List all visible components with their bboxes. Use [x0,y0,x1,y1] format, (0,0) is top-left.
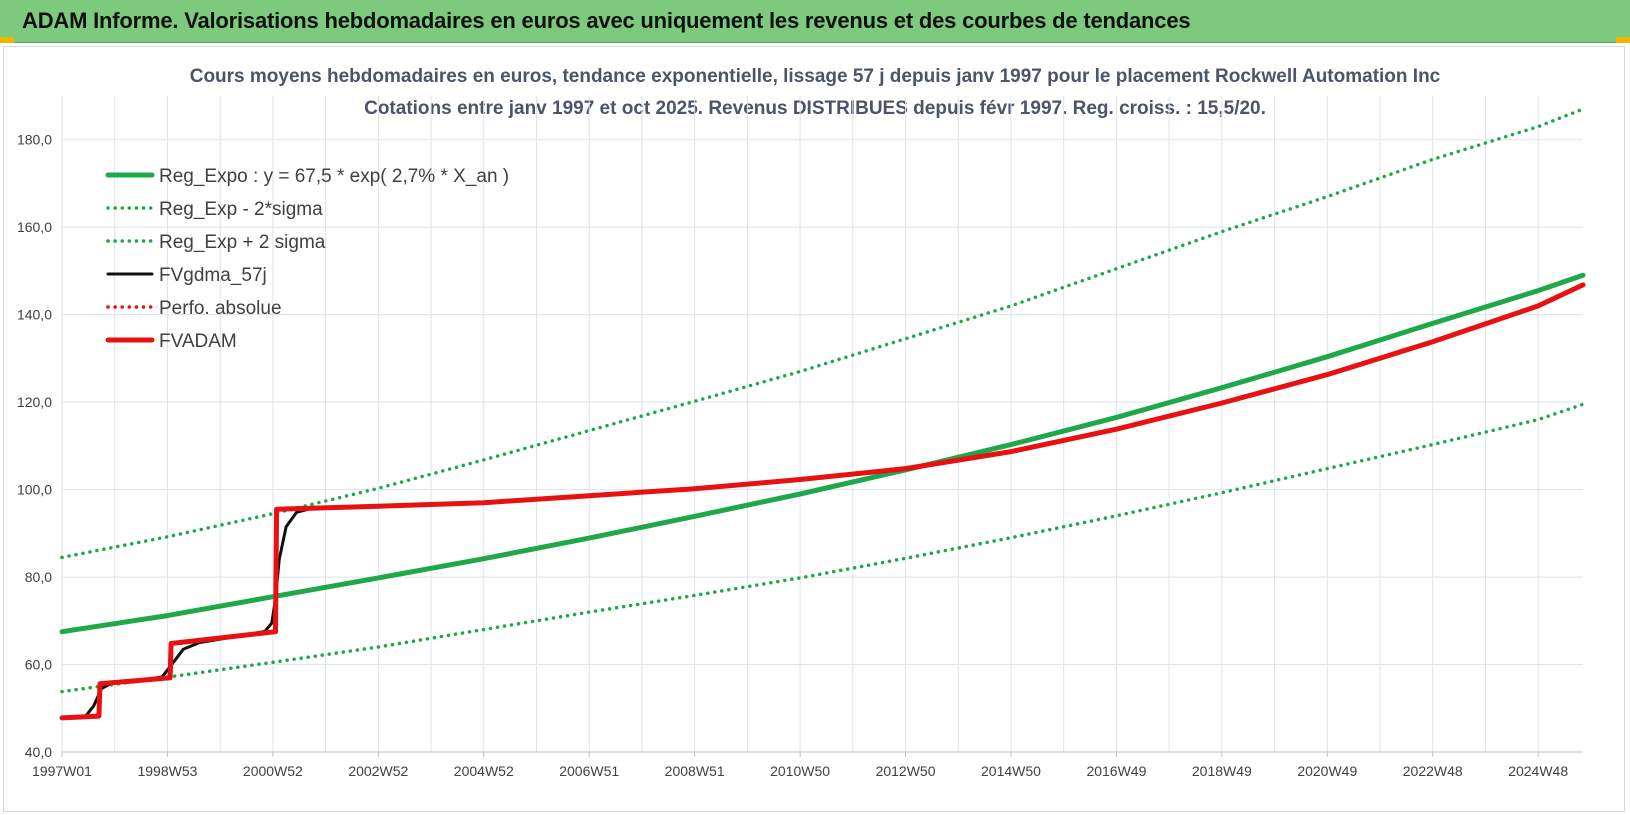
x-tick-label: 2004W52 [454,763,514,779]
x-tick-label: 2014W50 [981,763,1041,779]
axis-layer: 40,0 60,0 80,0 100,0 120,0 140,0 160,0 180,0 199… [17,132,1583,779]
series-line-5 [59,282,1586,721]
y-tick-label: 140,0 [17,307,52,323]
x-tick-label: 2020W49 [1297,763,1357,779]
x-tick-label: 2024W48 [1508,763,1568,779]
legend-label: Reg_Exp - 2*sigma [159,199,323,220]
corner-marker-right [1616,37,1630,43]
y-tick-label: 40,0 [25,744,52,760]
series-line-1 [60,402,1585,694]
grid-layer [61,96,1583,753]
x-tick-label: 2002W52 [348,763,408,779]
series-line-2 [60,107,1585,560]
y-tick-label: 100,0 [17,482,52,498]
x-tick-label: 2012W50 [876,763,936,779]
report-banner: ADAM Informe. Valorisations hebdomadaire… [0,0,1630,43]
y-tick-label: 60,0 [25,657,52,673]
legend: Reg_Expo : y = 67,5 * exp( 2,7% * X_an )… [105,166,509,352]
legend-label: Reg_Exp + 2 sigma [159,232,326,253]
x-tick-label: 2016W49 [1086,763,1146,779]
legend-label: Perfo. absolue [159,298,282,319]
y-tick-label: 160,0 [17,219,52,235]
legend-label: Reg_Expo : y = 67,5 * exp( 2,7% * X_an ) [159,166,509,187]
series-layer [59,107,1586,721]
corner-marker-left [0,37,14,43]
x-tick-label: 2022W48 [1403,763,1463,779]
series-line-0 [59,272,1586,635]
y-tick-label: 80,0 [25,569,52,585]
x-tick-label: 1997W01 [32,763,92,779]
legend-label: FVADAM [159,331,237,352]
x-tick-label: 2006W51 [559,763,619,779]
legend-label: FVgdma_57j [159,265,267,286]
x-tick-label: 2000W52 [243,763,303,779]
x-tick-label: 1998W53 [137,763,197,779]
x-tick-label: 2008W51 [665,763,725,779]
y-tick-label: 120,0 [17,394,52,410]
chart-title: Cours moyens hebdomadaires en euros, ten… [189,66,1441,87]
report-title: ADAM Informe. Valorisations hebdomadaire… [22,8,1191,33]
x-tick-label: 2010W50 [770,763,830,779]
x-tick-label: 2018W49 [1192,763,1252,779]
y-tick-label: 180,0 [17,132,52,148]
